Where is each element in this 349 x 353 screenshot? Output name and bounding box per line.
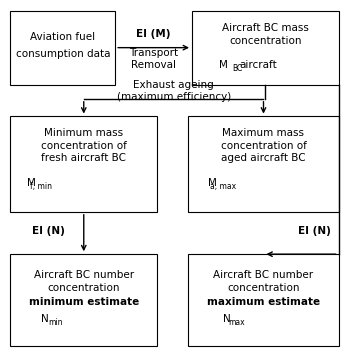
Text: concentration: concentration — [47, 283, 120, 293]
Text: EI (N): EI (N) — [298, 226, 331, 236]
Text: Aviation fuel: Aviation fuel — [30, 32, 95, 42]
Text: minimum estimate: minimum estimate — [29, 297, 139, 307]
Text: EI (N): EI (N) — [32, 226, 65, 236]
Text: f, min: f, min — [30, 181, 52, 191]
Text: EI (M): EI (M) — [136, 29, 171, 39]
Text: BC: BC — [232, 64, 243, 73]
Text: (maximum efficiency): (maximum efficiency) — [117, 92, 231, 102]
Text: concentration of: concentration of — [41, 141, 127, 151]
Bar — [192, 11, 339, 85]
Text: M: M — [27, 178, 36, 187]
Text: maximum estimate: maximum estimate — [207, 297, 320, 307]
Bar — [188, 254, 339, 346]
Bar — [10, 116, 157, 212]
Text: concentration of: concentration of — [221, 141, 306, 151]
Text: a, max: a, max — [210, 181, 236, 191]
Text: Maximum mass: Maximum mass — [223, 128, 304, 138]
Text: Minimum mass: Minimum mass — [44, 128, 123, 138]
Bar — [10, 254, 157, 346]
Text: concentration: concentration — [227, 283, 300, 293]
Bar — [10, 11, 115, 85]
Text: aged aircraft BC: aged aircraft BC — [221, 154, 306, 163]
Text: fresh aircraft BC: fresh aircraft BC — [41, 154, 126, 163]
Text: Aircraft BC mass: Aircraft BC mass — [222, 23, 309, 33]
Bar — [188, 116, 339, 212]
Text: Exhaust ageing: Exhaust ageing — [133, 80, 214, 90]
Text: M: M — [219, 60, 228, 70]
Text: M: M — [208, 178, 217, 187]
Text: Aircraft BC number: Aircraft BC number — [214, 270, 313, 280]
Text: consumption data: consumption data — [16, 49, 110, 59]
Text: Removal: Removal — [131, 60, 176, 70]
Text: N: N — [223, 315, 231, 324]
Text: aircraft: aircraft — [239, 60, 277, 70]
Text: N: N — [42, 315, 49, 324]
Text: Transport: Transport — [129, 48, 178, 58]
Text: concentration: concentration — [229, 36, 302, 46]
Text: Aircraft BC number: Aircraft BC number — [34, 270, 134, 280]
Text: min: min — [48, 318, 62, 327]
Text: max: max — [228, 318, 245, 327]
